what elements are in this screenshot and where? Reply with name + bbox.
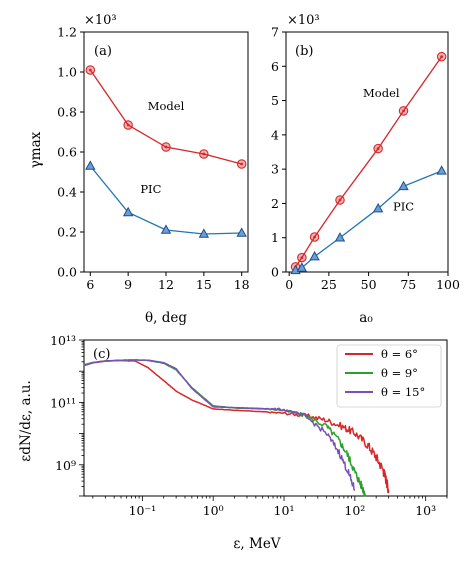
panel-b-series-1-point-6 — [436, 165, 447, 175]
panel-b-series-0-point-center-2 — [313, 235, 316, 239]
panel-b-series-1-point-5 — [398, 180, 409, 191]
panel-a-ytick-label-3: 0.6 — [57, 145, 77, 160]
panel-a-scale-note: ×10³ — [84, 13, 117, 28]
panel-c-xlabel: ε, MeV — [233, 536, 280, 552]
panel-a-series-1-point-1 — [122, 206, 134, 217]
panel-c-ylabel: εdN/dε, a.u. — [18, 380, 34, 462]
panel-c-series-0-line — [83, 359, 390, 494]
panel-a-ytick-label-2: 0.4 — [57, 185, 77, 200]
panel-b-series-1-point-1 — [296, 262, 308, 272]
panel-b-series-1-line — [295, 170, 442, 271]
panel-c-ytick-label-1: 10¹¹ — [50, 395, 76, 410]
panel-a-series-1-point-4 — [236, 227, 247, 237]
panel-b-annotation-1: PIC — [393, 199, 414, 213]
panel-a-ytick-label-5: 1.0 — [57, 65, 77, 80]
panel-a-xtick-label-4: 18 — [234, 277, 250, 292]
panel-c-series-2-line — [83, 359, 356, 492]
panel-c-xtick-label-4: 10³ — [415, 503, 436, 518]
panel-b-ytick-label-3: 3 — [271, 162, 279, 177]
panel-a-annotation-0: Model — [148, 99, 185, 113]
panel-b-series-0-point-center-5 — [402, 109, 405, 113]
panel-c-ytick-label-0: 10⁹ — [55, 458, 76, 473]
panel-a-series-1-point-0 — [85, 160, 96, 170]
panel-c-frame — [83, 339, 448, 497]
panel-a-frame — [83, 31, 249, 273]
panel-c-label: (c) — [93, 347, 110, 362]
panel-b-series-1-point-3 — [334, 232, 346, 242]
panel-a-xlabel: θ, deg — [145, 310, 187, 326]
panel-b-ytick-label-2: 2 — [271, 196, 279, 211]
panel-b-ytick-label-7: 7 — [271, 25, 279, 40]
panel-b-xtick-label-3: 75 — [400, 277, 416, 292]
panel-b-series-1-point-4 — [372, 202, 384, 213]
panel-a-series-0-point-center-0 — [88, 68, 92, 72]
panel-b: ×10³ (b) a₀ 0 25 50 75 100 0 1 2 3 4 5 6 7 Model PIC — [271, 13, 460, 326]
panel-c-legend-label-0: θ = 6° — [381, 347, 418, 361]
panel-b-scale-note: ×10³ — [287, 13, 320, 28]
panel-c-xtick-label-1: 10⁰ — [203, 503, 224, 518]
panel-c-legend: θ = 6° θ = 9° θ = 15° — [336, 344, 442, 408]
panel-b-xtick-label-4: 100 — [436, 277, 460, 292]
panel-a-label: (a) — [94, 44, 112, 59]
panel-b-ytick-label-4: 4 — [271, 127, 279, 142]
panel-a-series-0-point-center-3 — [202, 152, 206, 156]
panel-c: (c) εdN/dε, a.u. ε, MeV 10⁻¹ 10⁰ 10¹ 10² 10³… — [18, 333, 448, 552]
panel-a-xtick-label-3: 15 — [196, 277, 212, 292]
panel-c-legend-label-1: θ = 9° — [381, 366, 418, 380]
panel-a-ytick-label-1: 0.2 — [57, 225, 77, 240]
panel-b-frame — [285, 31, 449, 273]
panel-a-series-1-point-3 — [198, 228, 210, 238]
panel-a: ×10³ (a) γmax θ, deg 6 9 12 15 18 0.0 0.2 0.4 0.… — [28, 13, 250, 326]
panel-b-xtick-label-0: 0 — [285, 277, 293, 292]
panel-b-series-0-point-center-1 — [300, 256, 304, 259]
panel-b-series-1-point-2 — [309, 250, 320, 261]
panel-a-ytick-label-4: 0.8 — [57, 105, 77, 120]
panel-b-ytick-label-1: 1 — [271, 230, 279, 245]
panel-b-label: (b) — [295, 44, 313, 59]
panel-c-xtick-label-3: 10² — [344, 503, 365, 518]
panel-a-ytick-label-6: 1.2 — [57, 25, 77, 40]
panel-a-xtick-label-1: 9 — [124, 277, 132, 292]
panel-b-annotation-0: Model — [363, 86, 400, 100]
panel-b-ytick-label-0: 0 — [271, 265, 279, 280]
panel-a-series-1-point-2 — [160, 224, 172, 234]
panel-c-ytick-label-2: 10¹³ — [50, 333, 76, 348]
panel-a-series-1-line — [89, 165, 242, 235]
panel-c-xtick-label-0: 10⁻¹ — [129, 503, 157, 518]
panel-c-legend-label-2: θ = 15° — [381, 385, 425, 399]
panel-b-series-0-point-center-4 — [376, 147, 380, 150]
panel-a-series-0-point-center-4 — [240, 162, 244, 166]
panel-b-ytick-label-5: 5 — [271, 93, 279, 108]
panel-a-xtick-label-0: 6 — [86, 277, 94, 292]
panel-b-ytick-label-6: 6 — [271, 59, 279, 74]
panel-a-annotation-1: PIC — [140, 182, 161, 196]
panel-a-xtick-label-2: 12 — [158, 277, 174, 292]
panel-b-xlabel: a₀ — [359, 310, 373, 326]
panel-b-series-0-point-center-6 — [440, 55, 444, 59]
panel-c-xtick-label-2: 10¹ — [274, 503, 295, 518]
panel-b-xtick-label-2: 50 — [361, 277, 377, 292]
panel-b-xtick-label-1: 25 — [321, 277, 337, 292]
panel-b-series-0-point-center-3 — [338, 198, 342, 202]
panel-a-ytick-label-0: 0.0 — [57, 265, 77, 280]
panel-a-ylabel: γmax — [28, 131, 44, 168]
panel-a-series-0-point-center-1 — [126, 123, 130, 127]
panel-a-series-0-point-center-2 — [164, 145, 168, 149]
